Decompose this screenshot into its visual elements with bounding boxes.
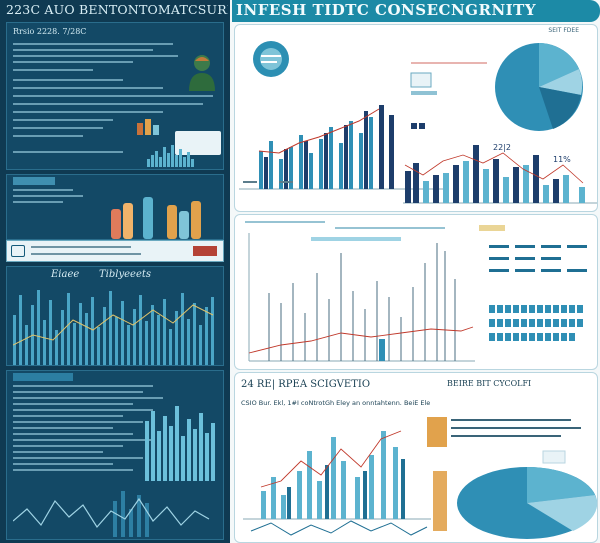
pie-chart-icon [495,43,583,131]
middle-mini-chart [410,62,487,129]
bar-chart-card: SEIT FDEE [234,24,598,212]
science-chart-card: 24 RE| RPEA SCIGVETIO CSIO Bur. Ekl, 1#I… [234,372,598,543]
trend-label-2: Tiblyeeets [99,269,152,280]
trend-label-1: Eiaee [51,269,80,280]
info-bar [6,240,224,262]
left-column-title: 223C AUO BENTONTOMATCSURLY [6,2,228,17]
corner-text: SEIT FDEE [548,27,579,34]
status-bars-legend [489,245,587,341]
data-table-panel [6,370,224,540]
trend-bar-chart [13,290,214,365]
page-title: INFESH TIDTC CONSECNGRNITY [236,1,537,19]
target-circle-icon [253,41,289,77]
science-card-subtitle: CSIO Bur. Ekl, 1#I coNtrotGh Eley an onn… [241,399,431,407]
table-mini-bars [145,406,215,481]
person-avatar-icon [189,55,215,91]
chart-label-22: 22|2 [493,143,511,152]
cycle-pie-chart-icon [427,417,597,539]
metrics-panel [6,174,224,240]
trend-panel: Eiaee Tiblyeeets [6,266,224,366]
colored-bars-illustration [111,197,201,239]
overview-subtitle: Rrsio 2228. 7/28C [13,27,87,36]
document-icon [175,131,221,155]
science-bar-chart [243,430,431,536]
header-bar: INFESH TIDTC CONSECNGRNITY [232,0,600,22]
right-bar-chart [403,145,597,204]
mini-bar-chart [147,145,194,167]
timeline-chart-card [234,214,598,370]
overview-panel: Rrsio 2228. 7/28C [6,22,224,170]
timeline-bar-chart [248,233,475,362]
left-grouped-bar-chart [239,105,449,190]
chart-label-11: 11% [553,155,571,164]
left-dashboard-column: 223C AUO BENTONTOMATCSURLY Rrsio 2228. 7… [0,0,230,543]
science-card-title: 24 RE| RPEA SCIGVETIO [241,379,371,390]
bottom-line-chart [13,491,210,537]
info-icon [11,245,25,257]
hills-illustration-icon [137,119,159,135]
alert-badge [193,246,217,256]
cycle-panel-title: BEIRE BIT CYCOLFI [447,379,532,388]
